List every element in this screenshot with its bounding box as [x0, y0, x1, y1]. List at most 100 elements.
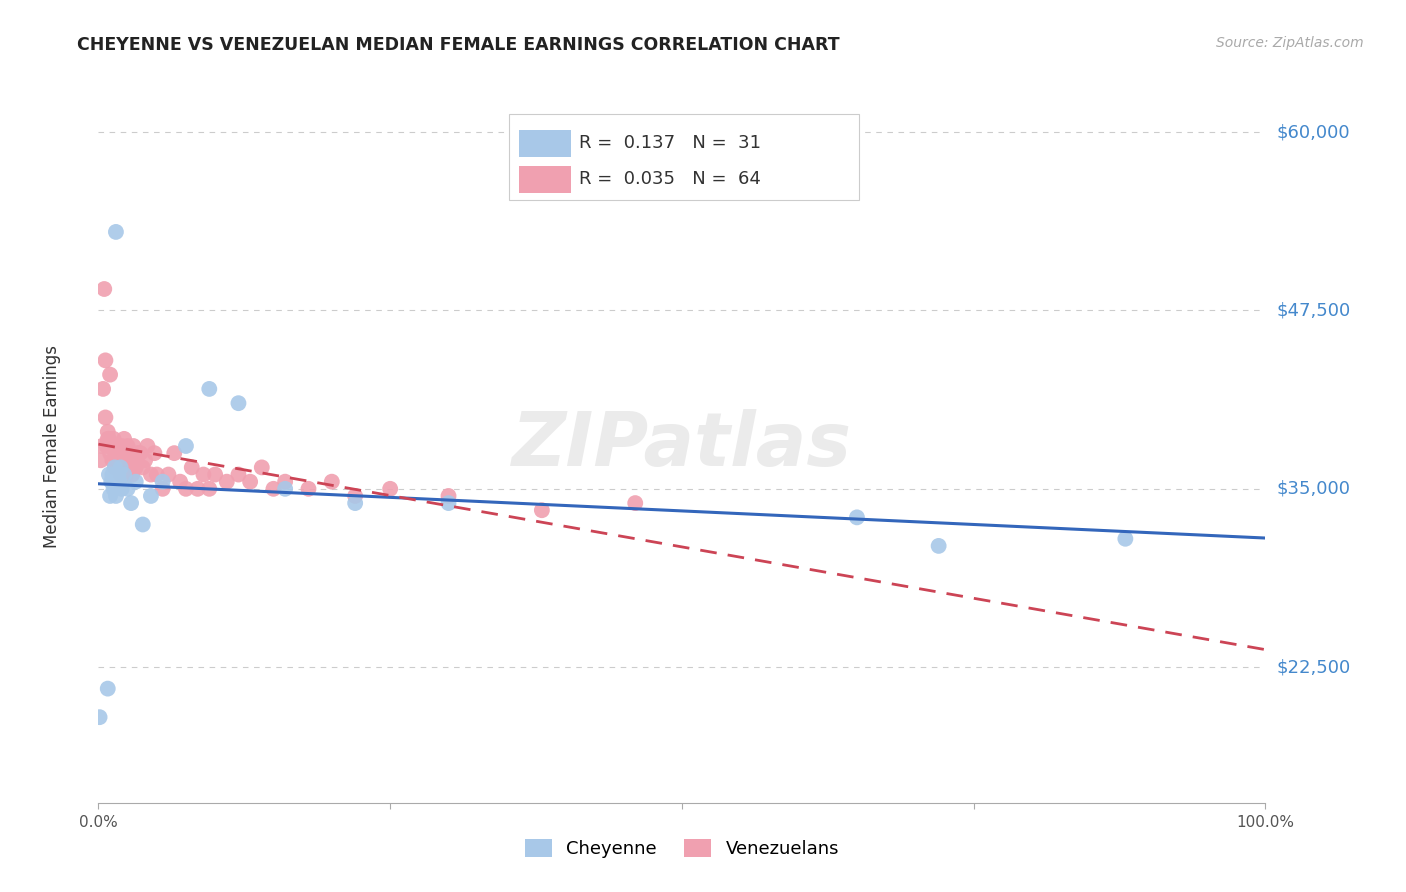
Point [344, 496, 367, 510]
Text: Source: ZipAtlas.com: Source: ZipAtlas.com [1216, 36, 1364, 50]
Point [174, 439, 197, 453]
Point [152, 482, 174, 496]
Point [108, 475, 131, 489]
Point [274, 482, 297, 496]
Point [103, 482, 125, 496]
Text: $35,000: $35,000 [1277, 480, 1351, 498]
Point [111, 482, 134, 496]
Point [91, 382, 114, 396]
Point [97, 432, 120, 446]
Point [108, 446, 131, 460]
Point [344, 489, 367, 503]
Text: R =  0.035   N =  64: R = 0.035 N = 64 [579, 170, 761, 188]
Point [143, 446, 166, 460]
Point [98, 446, 121, 460]
Point [94, 353, 117, 368]
Point [96, 439, 118, 453]
Point [112, 432, 135, 446]
Point [846, 510, 869, 524]
Point [118, 460, 141, 475]
Legend: Cheyenne, Venezuelans: Cheyenne, Venezuelans [517, 831, 846, 865]
Point [101, 453, 124, 467]
Point [104, 446, 127, 460]
Point [139, 467, 162, 482]
Point [928, 539, 950, 553]
Point [204, 467, 226, 482]
Point [139, 489, 162, 503]
Point [157, 467, 180, 482]
Point [321, 475, 343, 489]
Point [115, 467, 138, 482]
Point [187, 482, 209, 496]
Point [125, 460, 148, 475]
Point [117, 482, 139, 496]
Point [111, 439, 134, 453]
Point [228, 467, 250, 482]
Point [437, 496, 460, 510]
Point [118, 446, 141, 460]
Text: CHEYENNE VS VENEZUELAN MEDIAN FEMALE EARNINGS CORRELATION CHART: CHEYENNE VS VENEZUELAN MEDIAN FEMALE EAR… [77, 36, 839, 54]
Point [105, 475, 128, 489]
Point [437, 489, 460, 503]
Point [121, 467, 143, 482]
Point [193, 467, 215, 482]
Point [174, 482, 197, 496]
Point [97, 467, 120, 482]
Point [198, 482, 221, 496]
Point [110, 467, 132, 482]
FancyBboxPatch shape [509, 114, 859, 200]
Point [129, 446, 152, 460]
Point [117, 439, 139, 453]
Point [297, 482, 319, 496]
Point [125, 475, 148, 489]
Point [169, 475, 191, 489]
Point [136, 439, 159, 453]
Point [114, 453, 136, 467]
Point [122, 439, 145, 453]
Point [98, 368, 121, 382]
Point [104, 225, 127, 239]
Point [93, 282, 115, 296]
Bar [519, 130, 571, 157]
Text: $60,000: $60,000 [1277, 123, 1350, 141]
Point [380, 482, 402, 496]
Point [530, 503, 553, 517]
Point [89, 710, 111, 724]
Point [624, 496, 647, 510]
Point [100, 439, 122, 453]
Point [127, 446, 149, 460]
Point [1114, 532, 1136, 546]
Point [215, 475, 238, 489]
Point [120, 496, 142, 510]
Point [152, 475, 174, 489]
Point [239, 475, 262, 489]
Point [111, 446, 134, 460]
Bar [519, 166, 571, 193]
Point [262, 482, 284, 496]
Point [97, 432, 120, 446]
Text: $22,500: $22,500 [1277, 658, 1351, 676]
Point [132, 517, 155, 532]
Point [110, 460, 132, 475]
Point [146, 467, 169, 482]
Point [180, 460, 202, 475]
Text: R =  0.137   N =  31: R = 0.137 N = 31 [579, 135, 761, 153]
Point [101, 467, 124, 482]
Text: ZIPatlas: ZIPatlas [512, 409, 852, 483]
Point [134, 453, 156, 467]
Point [163, 446, 186, 460]
Point [104, 460, 127, 475]
Point [94, 410, 117, 425]
Point [105, 453, 128, 467]
Point [98, 489, 121, 503]
Point [97, 425, 120, 439]
Point [250, 460, 273, 475]
Point [100, 475, 122, 489]
Point [103, 432, 125, 446]
Point [120, 453, 142, 467]
Point [90, 453, 112, 467]
Point [198, 382, 221, 396]
Point [132, 460, 155, 475]
Point [107, 439, 129, 453]
Point [274, 475, 297, 489]
